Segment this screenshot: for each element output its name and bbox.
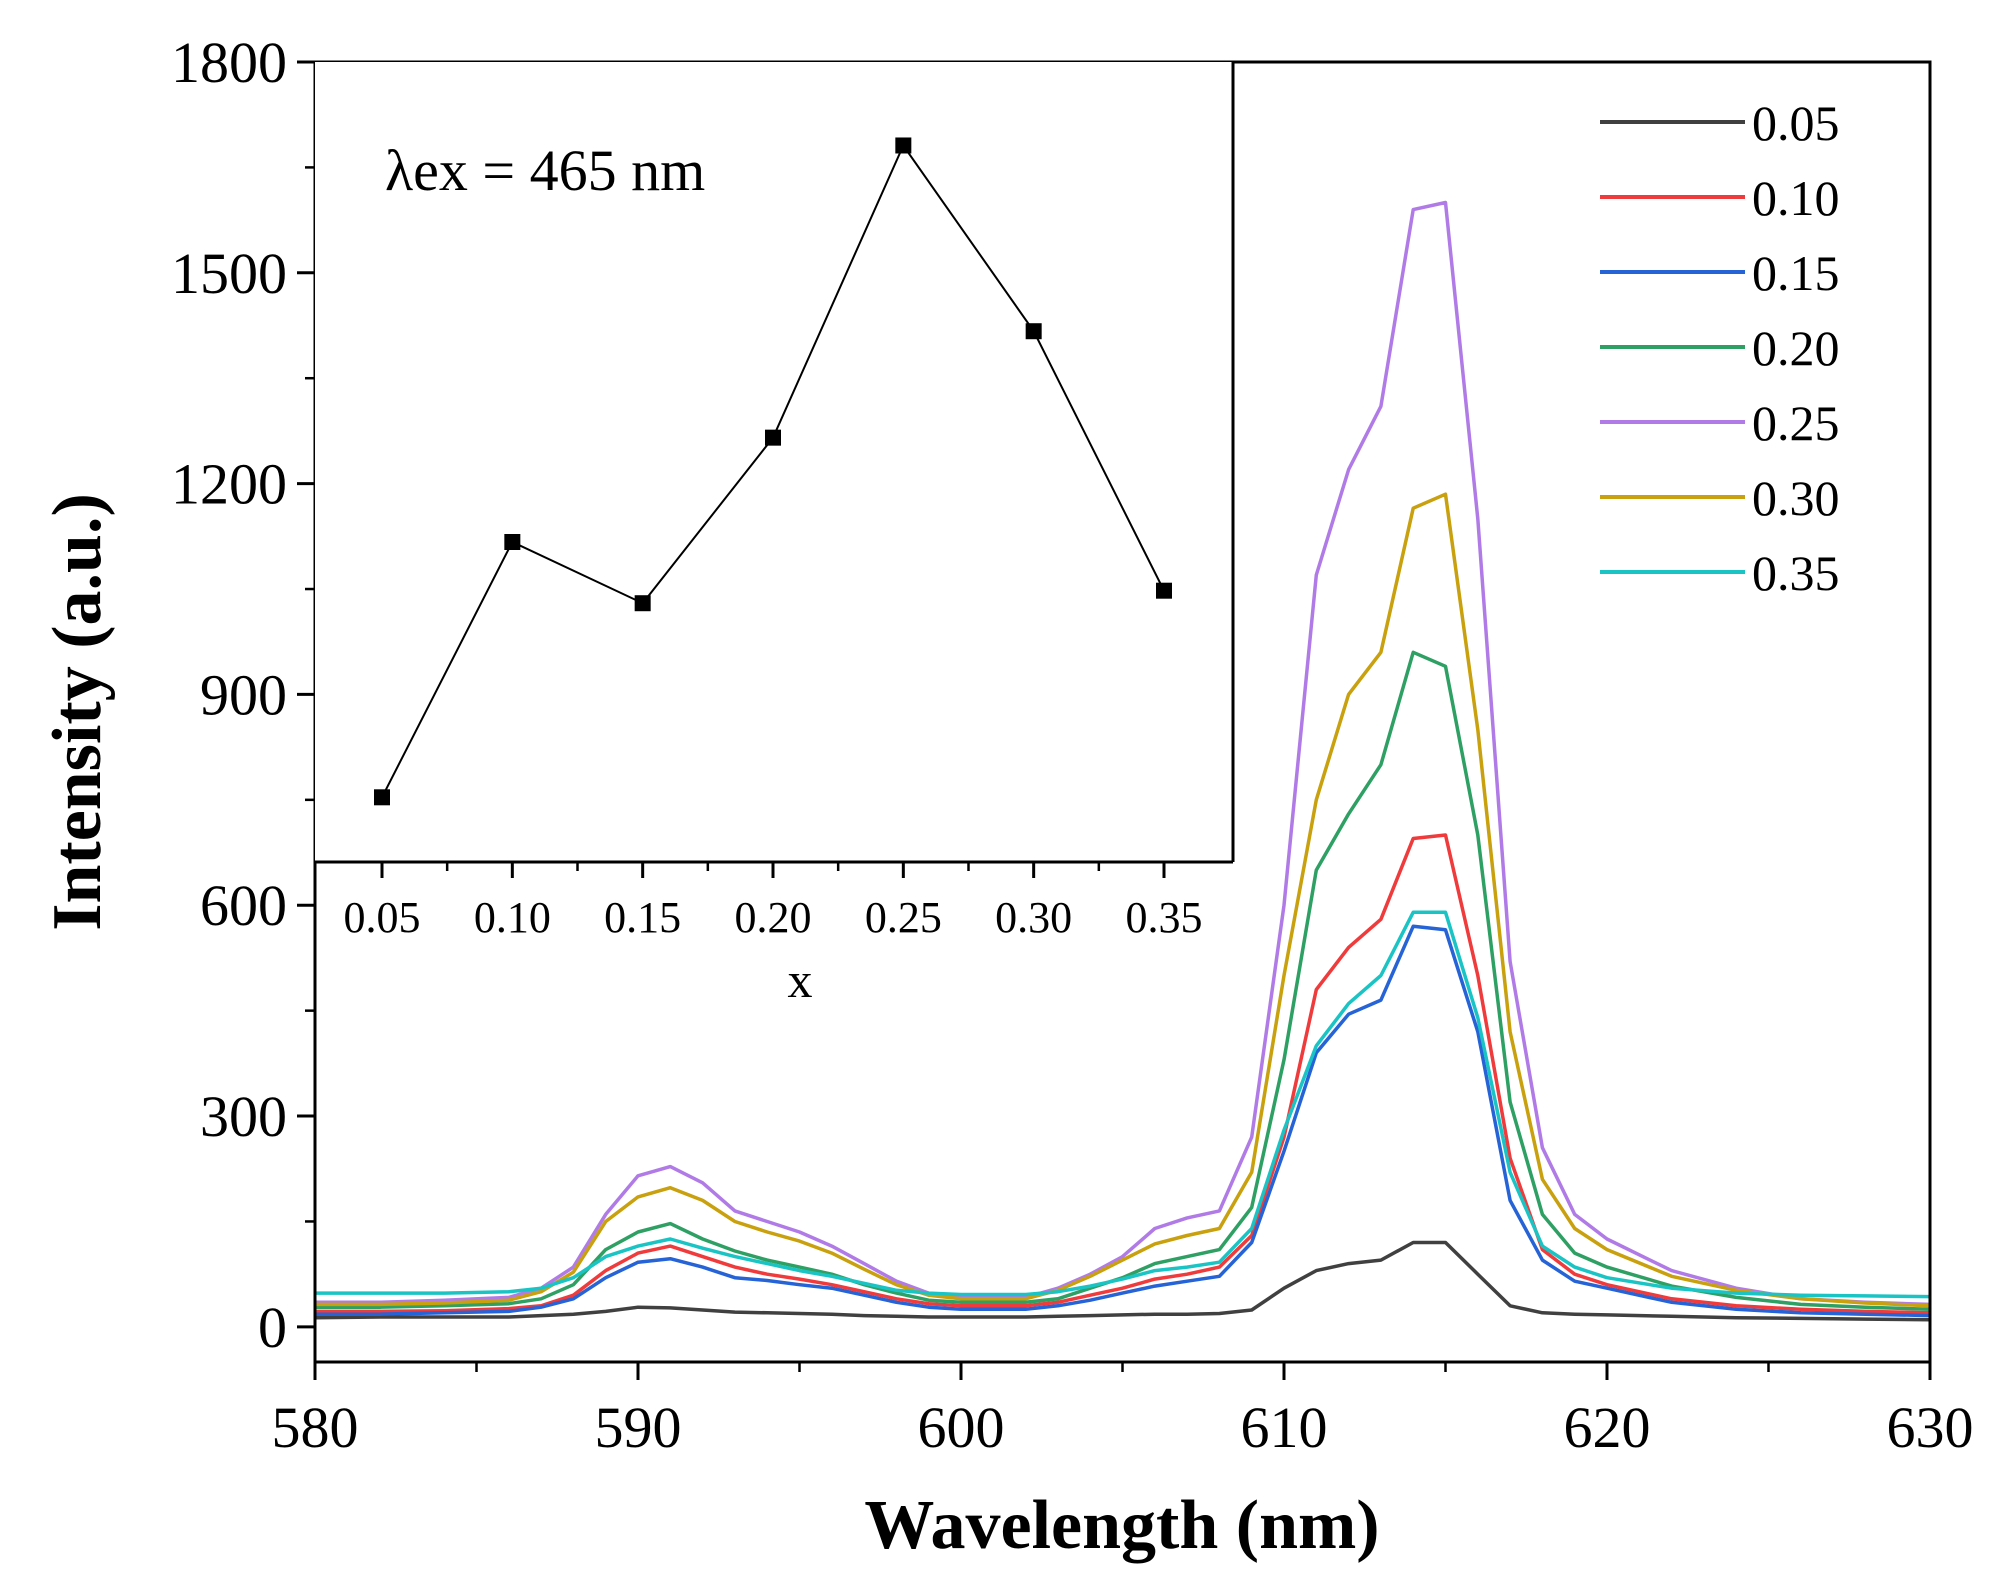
x-tick-label: 610 bbox=[1241, 1395, 1328, 1460]
x-tick-label: 600 bbox=[918, 1395, 1005, 1460]
legend-label-0.15: 0.15 bbox=[1752, 245, 1840, 301]
inset-data-point bbox=[1156, 582, 1172, 599]
inset-data-point bbox=[374, 789, 390, 806]
inset-axis-ticks bbox=[380, 862, 1166, 878]
inset-x-tick-label: 0.10 bbox=[474, 893, 551, 942]
x-tick-label: 630 bbox=[1887, 1395, 1974, 1460]
main-series-lines bbox=[314, 200, 1931, 1322]
series-line-0.35 bbox=[315, 910, 1931, 1299]
x-tick-label: 620 bbox=[1564, 1395, 1651, 1460]
legend-label-0.25: 0.25 bbox=[1752, 395, 1840, 451]
inset-plot: 0.05 0.10 0.15 0.20 0.25 0.30 0.35 λex = 465 n… bbox=[315, 62, 1235, 1008]
main-axis-ticks bbox=[297, 60, 1932, 1380]
x-axis-title: Wavelength (nm) bbox=[864, 1487, 1379, 1564]
y-tick-label: 1200 bbox=[171, 452, 287, 517]
main-plot: 580 590 600 610 620 630 0 300 600 900 1200 1500 180… bbox=[39, 30, 1974, 1564]
series-line-0.15 bbox=[315, 924, 1931, 1318]
inset-x-tick-label: 0.15 bbox=[604, 893, 681, 942]
main-y-tick-labels: 0 300 600 900 1200 1500 1800 bbox=[171, 30, 287, 1360]
inset-x-tick-label: 0.30 bbox=[995, 893, 1072, 942]
x-tick-label: 580 bbox=[272, 1395, 359, 1460]
inset-data-point bbox=[1025, 323, 1042, 340]
legend-label-0.05: 0.05 bbox=[1752, 95, 1840, 151]
main-x-tick-labels: 580 590 600 610 620 630 bbox=[272, 1395, 1974, 1460]
legend-label-0.20: 0.20 bbox=[1752, 320, 1840, 376]
series-line-0.05 bbox=[314, 1240, 1931, 1322]
legend-label-0.30: 0.30 bbox=[1752, 470, 1840, 526]
legend: 0.05 0.10 0.15 0.20 0.25 0.30 0.35 bbox=[1600, 95, 1840, 601]
y-tick-label: 1800 bbox=[171, 30, 287, 95]
y-tick-label: 600 bbox=[200, 873, 287, 938]
legend-label-0.35: 0.35 bbox=[1752, 545, 1840, 601]
y-axis-title: Intensity (a.u.) bbox=[39, 493, 116, 931]
inset-data-point bbox=[634, 595, 651, 612]
inset-x-tick-label: 0.20 bbox=[735, 893, 812, 942]
series-line-0.25 bbox=[315, 200, 1931, 1307]
excitation-annotation: λex = 465 nm bbox=[385, 138, 705, 203]
inset-x-tick-labels: 0.05 0.10 0.15 0.20 0.25 0.30 0.35 bbox=[344, 893, 1203, 942]
inset-data-point bbox=[765, 429, 781, 446]
y-tick-label: 1500 bbox=[171, 241, 287, 306]
inset-data-point bbox=[504, 534, 521, 550]
y-tick-label: 300 bbox=[200, 1084, 287, 1149]
inset-x-axis-title: x bbox=[788, 952, 813, 1008]
legend-label-0.10: 0.10 bbox=[1752, 170, 1840, 226]
inset-data-point bbox=[895, 137, 912, 154]
inset-background bbox=[315, 62, 1233, 862]
y-tick-label: 900 bbox=[200, 662, 287, 727]
inset-x-tick-label: 0.25 bbox=[865, 893, 942, 942]
x-tick-label: 590 bbox=[595, 1395, 682, 1460]
inset-x-tick-label: 0.05 bbox=[344, 893, 421, 942]
series-line-0.30 bbox=[315, 492, 1931, 1308]
inset-series bbox=[374, 137, 1172, 806]
series-line-0.10 bbox=[315, 833, 1931, 1315]
y-tick-label: 0 bbox=[258, 1295, 287, 1360]
inset-x-tick-label: 0.35 bbox=[1126, 893, 1203, 942]
